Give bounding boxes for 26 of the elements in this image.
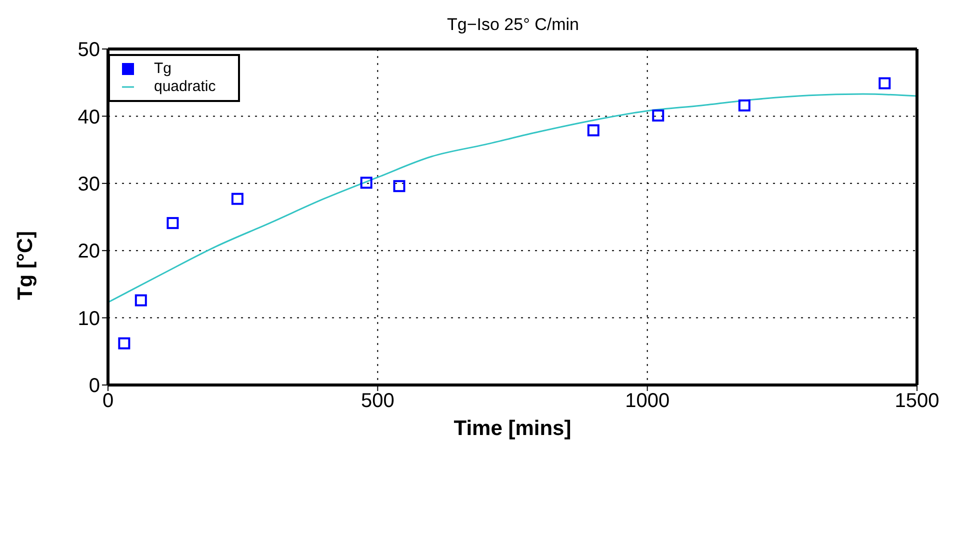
y-tick-label: 30 [78,174,100,196]
point [231,192,244,205]
point [878,77,891,90]
legend-label: quadratic [154,78,216,95]
y-tick-label: 10 [78,308,100,330]
point [360,176,372,189]
point [587,124,600,136]
chart-title: Tg−Iso 25° C/min [447,15,579,34]
y-axis-title: Tg [°C] [14,230,37,300]
y-tick-label: 50 [78,39,100,62]
x-tick-label: 0 [102,390,114,412]
point [652,110,664,122]
point [118,337,130,350]
x-tick-label: 500 [360,390,394,412]
legend-label: Tg [154,60,172,77]
point [393,180,406,192]
point [166,217,179,230]
y-tick-label: 0 [88,375,100,398]
line-series [108,93,917,304]
y-tick-label: 20 [78,240,100,263]
x-tick-label: 1500 [894,390,940,412]
point [134,294,147,306]
point [738,99,750,112]
y-tick-label: 40 [78,106,100,128]
x-axis-title: Time [mins] [454,417,572,440]
x-tick-label: 1000 [625,390,670,412]
